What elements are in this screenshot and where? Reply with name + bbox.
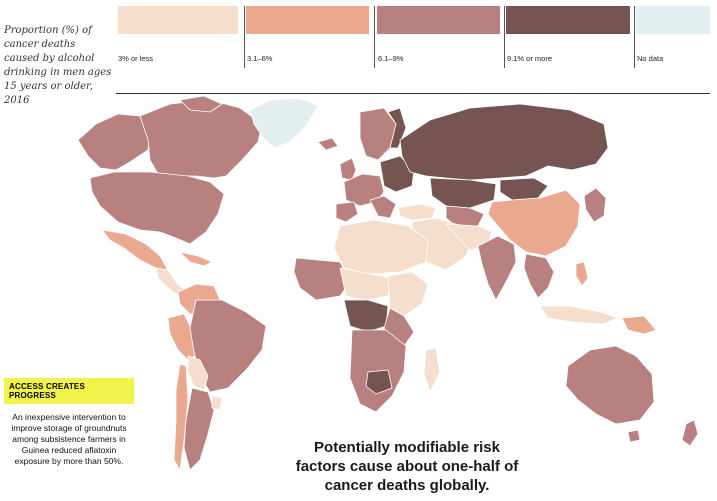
legend-swatch-mid-low: [246, 6, 369, 34]
region-iceland: [317, 137, 339, 151]
region-turkey: [397, 203, 437, 221]
legend-label-no-data: No data: [637, 54, 664, 63]
legend-label-mid-low: 3.1–6%: [247, 54, 273, 63]
region-chile: [173, 363, 189, 471]
region-uk-ireland: [339, 157, 357, 181]
region-new-zealand: [681, 419, 699, 447]
legend-swatch-no-data: [636, 6, 710, 34]
region-iberia: [335, 201, 359, 223]
region-usa: [89, 171, 225, 245]
region-papua: [621, 315, 657, 335]
region-india: [477, 235, 517, 301]
region-korea-japan: [583, 187, 607, 223]
legend-rule: [116, 93, 710, 94]
region-china: [487, 189, 581, 257]
region-uruguay: [211, 395, 223, 411]
region-peru: [167, 313, 199, 363]
legend-label-high: 9.1% or more: [507, 54, 553, 63]
legend-divider: [634, 6, 635, 68]
region-philippines: [575, 261, 589, 287]
legend-swatch-mid-high: [377, 6, 500, 34]
region-sahel: [339, 267, 391, 301]
region-alaska: [77, 113, 151, 171]
region-caribbean: [179, 251, 213, 267]
callout-tag: ACCESS CREATES PROGRESS: [4, 378, 134, 404]
region-russia: [399, 103, 609, 181]
region-brazil: [189, 299, 267, 393]
region-eastern-europe: [379, 155, 415, 193]
callout: ACCESS CREATES PROGRESS An inexpensive i…: [4, 378, 134, 467]
legend: 3% or less 3.1–6% 6.1–9% 9.1% or more No…: [116, 6, 710, 68]
legend-swatch-high: [506, 6, 630, 34]
legend-divider: [504, 6, 505, 68]
region-indonesia: [539, 305, 619, 325]
region-botswana: [365, 369, 393, 395]
legend-label-mid-high: 6.1–9%: [378, 54, 404, 63]
region-bolivia-paraguay: [187, 355, 209, 391]
legend-label-low: 3% or less: [118, 54, 154, 63]
region-mongolia: [499, 177, 549, 201]
legend-title: Proportion (%) of cancer deaths caused b…: [4, 25, 112, 106]
region-north-africa: [333, 219, 429, 275]
legend-divider: [374, 6, 375, 68]
region-mexico: [101, 229, 169, 271]
region-canada: [139, 99, 263, 179]
region-central-america: [155, 267, 185, 295]
callout-text: An inexpensive intervention to improve s…: [11, 412, 127, 466]
region-italy-balkans: [369, 195, 397, 219]
region-central-africa: [343, 299, 389, 333]
headline: Potentially modifiable risk factors caus…: [295, 439, 519, 494]
region-scandinavia: [359, 107, 397, 161]
region-southeast-asia: [523, 253, 555, 299]
legend-swatch-low: [118, 6, 238, 34]
legend-divider: [244, 6, 245, 68]
region-madagascar: [423, 347, 441, 393]
world-map: [77, 96, 699, 471]
region-canada-islands: [179, 96, 223, 113]
region-west-africa: [293, 257, 351, 301]
region-east-africa: [387, 271, 429, 317]
region-finland: [387, 107, 407, 149]
region-argentina: [183, 387, 215, 471]
region-kazakhstan: [429, 177, 497, 209]
region-greenland: [249, 97, 319, 149]
region-tasmania: [627, 429, 641, 443]
region-australia: [565, 345, 655, 425]
